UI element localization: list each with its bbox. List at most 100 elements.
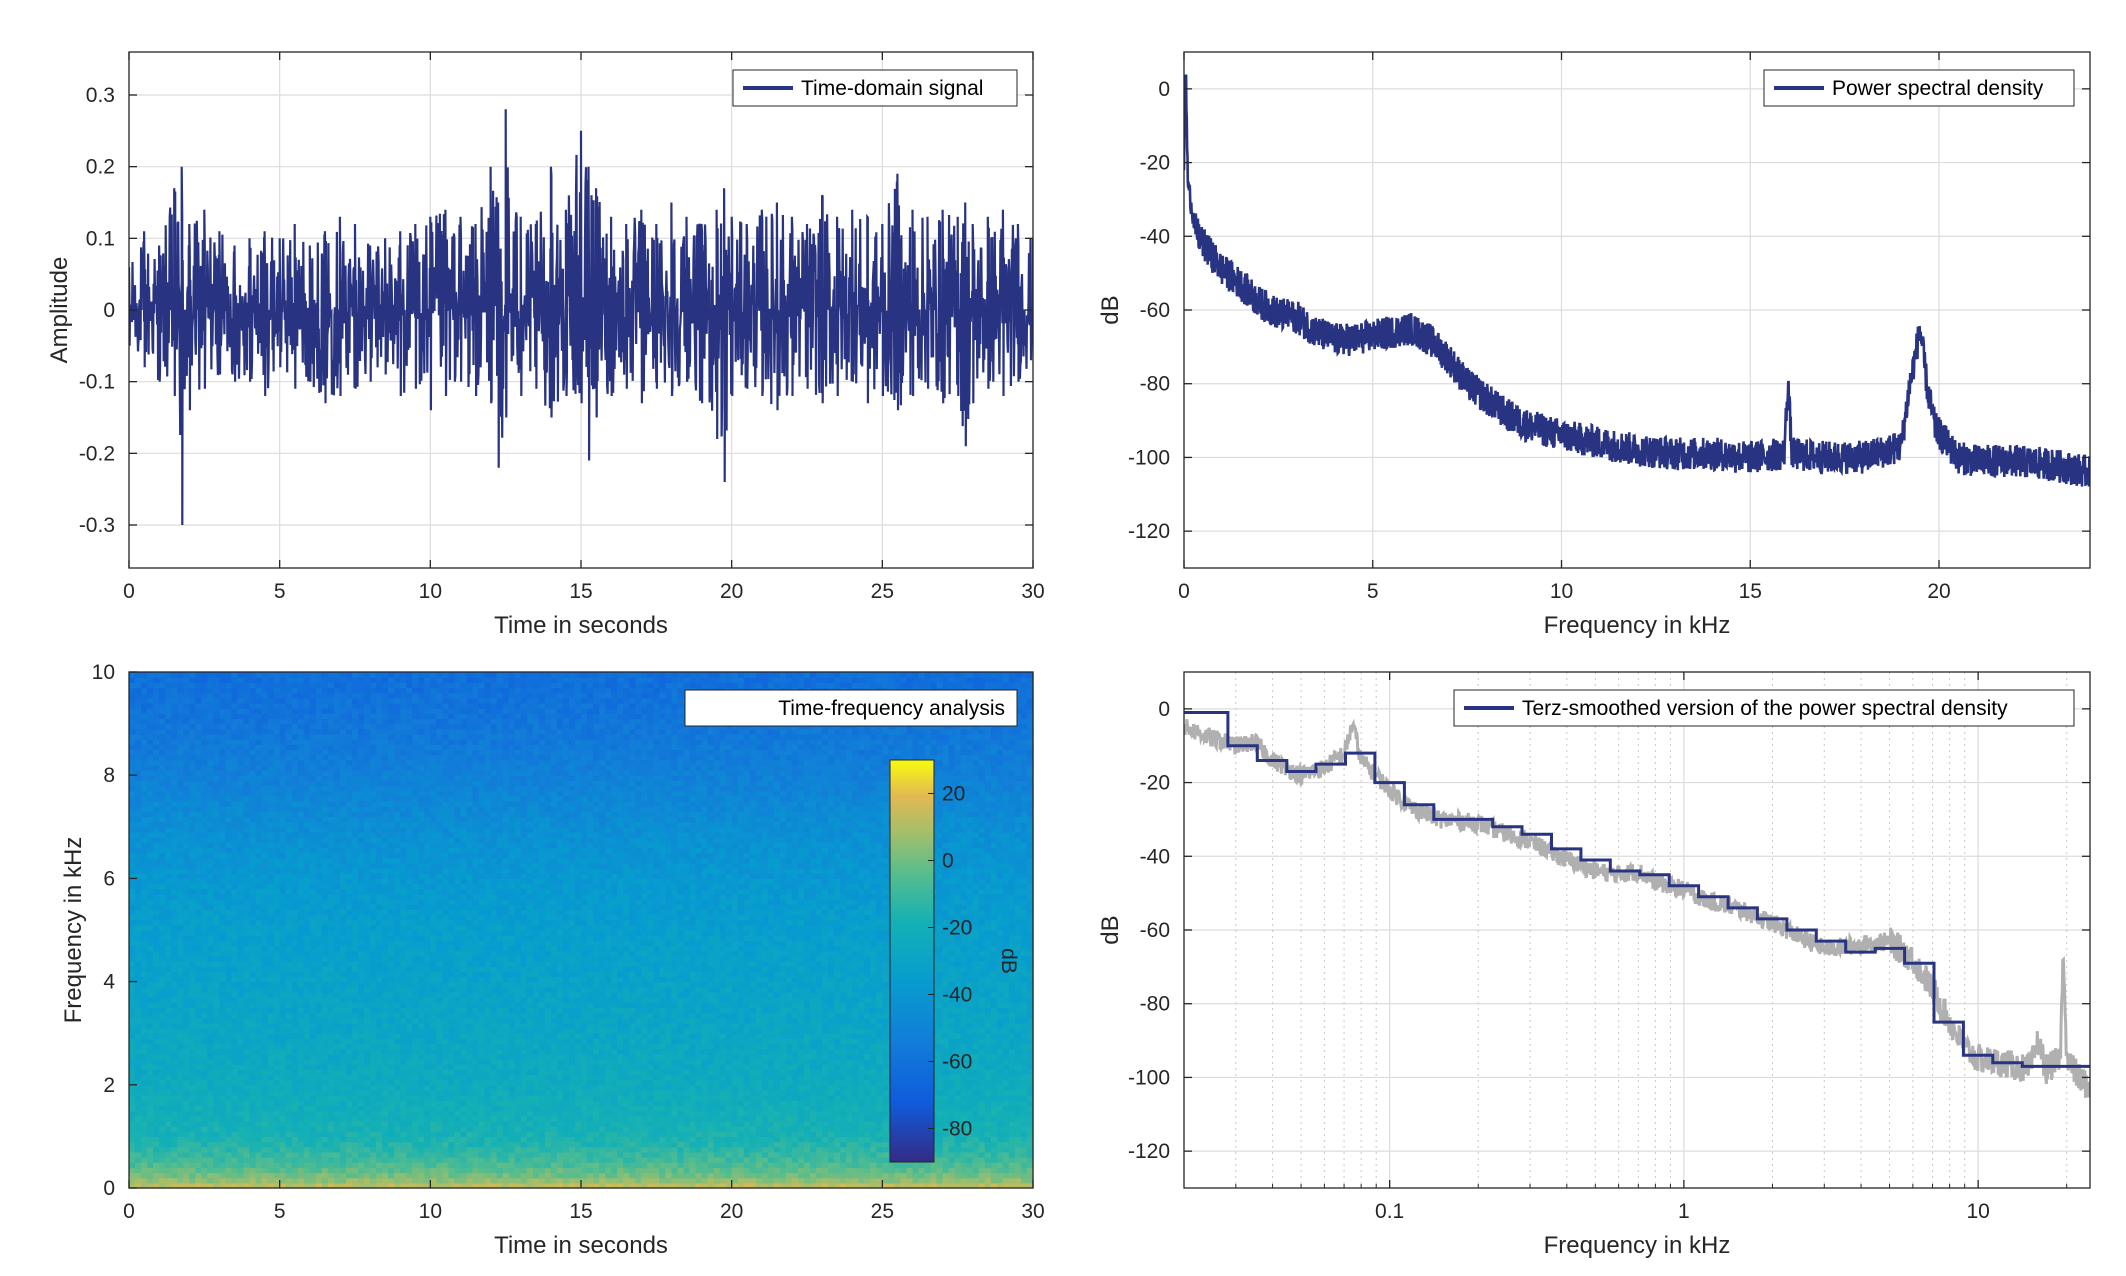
heatmap-cell (165, 1131, 172, 1137)
heatmap-cell (761, 1162, 769, 1168)
heatmap-cell (743, 1136, 751, 1143)
heatmap-cell (653, 1141, 660, 1148)
heatmap-cell (581, 1126, 588, 1132)
heatmap-cell (273, 1172, 281, 1179)
heatmap-cell (960, 1069, 968, 1076)
heatmap-cell (785, 1105, 793, 1112)
heatmap-cell (611, 1043, 618, 1050)
heatmap-cell (852, 1074, 859, 1081)
heatmap-cell (249, 1167, 257, 1174)
heatmap-cell (502, 1053, 510, 1060)
heatmap-cell (430, 1079, 437, 1086)
heatmap-cell (273, 1120, 281, 1127)
heatmap-cell (309, 1110, 317, 1117)
heatmap-cell (333, 1048, 341, 1055)
heatmap-cell (984, 1053, 992, 1060)
heatmap-cell (370, 1053, 377, 1060)
heatmap-cell (1014, 1043, 1022, 1050)
heatmap-cell (315, 1146, 323, 1153)
heatmap-cell (773, 1162, 781, 1168)
heatmap-cell (351, 1059, 359, 1065)
heatmap-cell (370, 1048, 377, 1055)
heatmap-cell (412, 1177, 419, 1184)
heatmap-cell (864, 1028, 871, 1034)
heatmap-cell (593, 1048, 600, 1055)
heatmap-cell (828, 1126, 835, 1132)
heatmap-cell (683, 1177, 691, 1184)
heatmap-cell (370, 1167, 377, 1174)
heatmap-cell (454, 1053, 462, 1060)
heatmap-cell (779, 1089, 787, 1096)
heatmap-cell (864, 1084, 871, 1091)
heatmap-cell (671, 1038, 679, 1045)
heatmap-cell (538, 1177, 546, 1184)
heatmap-cell (1014, 1089, 1022, 1096)
heatmap-cell (1014, 1131, 1022, 1137)
heatmap-cell (243, 1146, 251, 1153)
heatmap-cell (388, 1182, 395, 1189)
heatmap-cell (713, 1069, 721, 1076)
heatmap-cell (942, 1048, 950, 1055)
heatmap-cell (370, 1095, 377, 1101)
heatmap-cell (623, 1141, 630, 1148)
heatmap-cell (466, 1095, 474, 1101)
heatmap-cell (683, 1089, 691, 1096)
heatmap-cell (195, 1167, 202, 1174)
heatmap-cell (135, 1038, 142, 1045)
heatmap-cell (382, 1084, 389, 1091)
heatmap-cell (315, 1033, 323, 1039)
heatmap-cell (731, 1100, 739, 1107)
heatmap-cell (364, 1028, 371, 1034)
heatmap-cell (400, 1120, 407, 1127)
heatmap-cell (665, 1028, 672, 1034)
heatmap-cell (822, 1064, 829, 1070)
heatmap-cell (695, 1053, 703, 1060)
heatmap-cell (370, 1131, 377, 1137)
heatmap-cell (647, 1022, 654, 1029)
heatmap-cell (677, 1095, 685, 1101)
heatmap-cell (496, 1151, 504, 1158)
heatmap-cell (984, 1043, 992, 1050)
heatmap-cell (478, 1172, 486, 1179)
heatmap-cell (430, 1089, 437, 1096)
heatmap-cell (858, 1028, 865, 1034)
heatmap-cell (568, 1033, 576, 1039)
heatmap-cell (267, 1157, 275, 1163)
heatmap-cell (303, 1043, 311, 1050)
heatmap-cell (466, 1100, 474, 1107)
heatmap-cell (1026, 1146, 1034, 1153)
heatmap-cell (267, 1053, 275, 1060)
heatmap-cell (731, 1141, 739, 1148)
heatmap-cell (996, 1043, 1004, 1050)
heatmap-cell (255, 1022, 263, 1029)
heatmap-cell (834, 1115, 841, 1122)
heatmap-cell (303, 1079, 311, 1086)
heatmap-cell (412, 1100, 419, 1107)
heatmap-cell (599, 1115, 606, 1122)
heatmap-cell (285, 1105, 293, 1112)
heatmap-cell (201, 1162, 208, 1168)
heatmap-cell (647, 1074, 654, 1081)
heatmap-cell (755, 1157, 763, 1163)
heatmap-cell (135, 1162, 142, 1168)
heatmap-cell (966, 1069, 974, 1076)
heatmap-cell (828, 1157, 835, 1163)
heatmap-cell (183, 1172, 190, 1179)
heatmap-cell (339, 1167, 347, 1174)
heatmap-cell (448, 1048, 456, 1055)
heatmap-cell (894, 1177, 902, 1184)
heatmap-cell (876, 1141, 883, 1148)
heatmap-cell (424, 1059, 431, 1065)
heatmap-cell (370, 1089, 377, 1096)
heatmap-cell (532, 1059, 540, 1065)
heatmap-cell (797, 1022, 805, 1029)
heatmap-cell (755, 1033, 763, 1039)
heatmap-cell (550, 1028, 558, 1034)
heatmap-cell (225, 1120, 233, 1127)
heatmap-cell (285, 1182, 293, 1189)
heatmap-cell (858, 1069, 865, 1076)
heatmap-cell (436, 1053, 443, 1060)
heatmap-cell (731, 1172, 739, 1179)
heatmap-cell (797, 1157, 805, 1163)
heatmap-cell (882, 1028, 889, 1034)
